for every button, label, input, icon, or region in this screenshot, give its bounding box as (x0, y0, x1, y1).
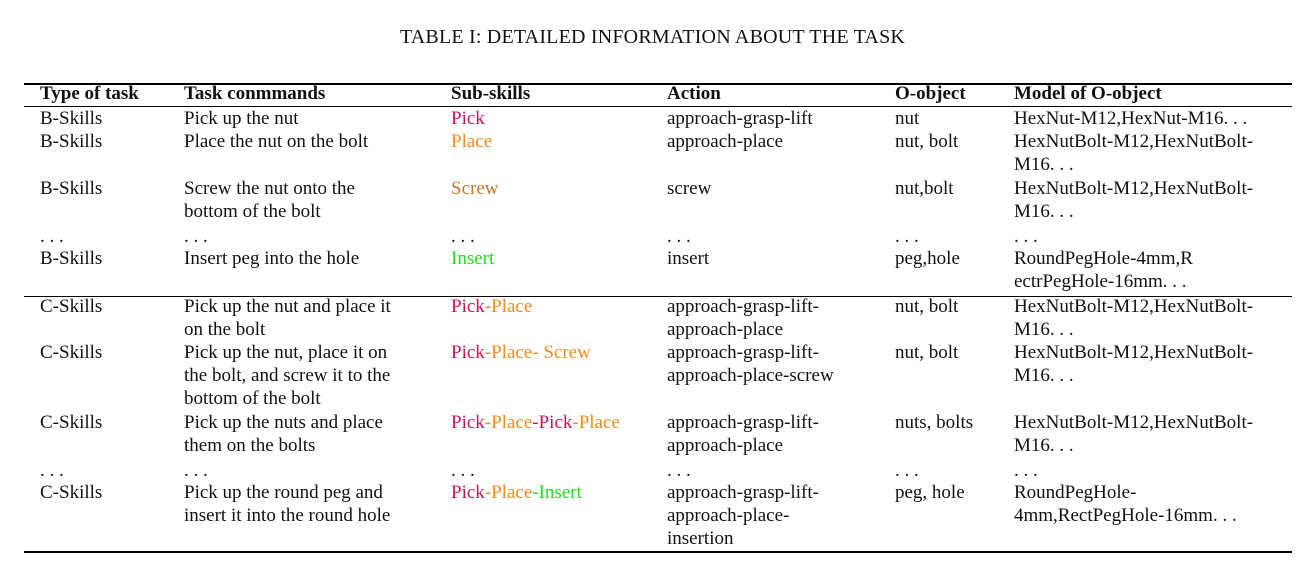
cell-action: insert (667, 248, 710, 269)
cell-model: HexNutBolt-M12,HexNutBolt- M16. . . (1014, 412, 1254, 456)
header-type-of-task: Type of task (40, 83, 139, 104)
subskill-segment: - (532, 412, 539, 433)
cell-type: . . . (40, 226, 64, 247)
cell-type: C-Skills (40, 412, 103, 433)
cell-command: . . . (184, 226, 208, 247)
cell-object: nuts, bolts (895, 412, 974, 433)
subskill-segment: - (532, 482, 539, 503)
cell-object: nut, bolt (895, 296, 959, 317)
cell-model: HexNutBolt-M12,HexNutBolt- M16. . . (1014, 131, 1254, 175)
header-o-object: O-object (895, 83, 966, 104)
subskill-segment: Pick (538, 412, 573, 433)
cell-subskills: Pick-Place-Insert (451, 481, 661, 504)
cell-command: Insert peg into the hole (184, 248, 360, 269)
cell-subskills: Place (451, 130, 661, 153)
cell-action: screw (667, 178, 712, 199)
subskill-segment: - (572, 412, 579, 433)
cell-subskills: Screw (451, 177, 661, 200)
cell-action: . . . (667, 226, 691, 247)
cell-command: Pick up the nuts and place them on the b… (184, 412, 383, 456)
cell-subskills: Pick-Place-Pick-Place (451, 411, 661, 434)
cell-model: HexNutBolt-M12,HexNutBolt- M16. . . (1014, 296, 1254, 340)
cell-type: C-Skills (40, 482, 103, 503)
subskill-segment: - (484, 412, 492, 433)
cell-command: Pick up the round peg and insert it into… (184, 482, 391, 526)
subskill-segment: . . . (451, 460, 475, 481)
cell-command: Pick up the nut (184, 108, 299, 129)
table-top-rule (24, 83, 1292, 85)
cell-type: C-Skills (40, 296, 103, 317)
subskill-segment: Pick (451, 412, 485, 433)
header-task-commands: Task conmmands (184, 83, 326, 104)
cell-model: RoundPegHole-4mm,R ectrPegHole-16mm. . . (1014, 248, 1193, 292)
header-action: Action (667, 83, 721, 104)
subskill-segment: . . . (451, 226, 475, 247)
cell-subskills: . . . (451, 225, 661, 248)
subskill-segment: Screw (543, 342, 591, 363)
subskill-segment: Place (451, 131, 493, 152)
subskill-segment: Pick (451, 342, 485, 363)
subskill-segment: Insert (538, 482, 582, 503)
cell-model: HexNutBolt-M12,HexNutBolt- M16. . . (1014, 342, 1254, 386)
cell-object: peg, hole (895, 482, 965, 503)
cell-command: . . . (184, 460, 208, 481)
cell-subskills: Pick (451, 107, 661, 130)
subskill-segment: Insert (451, 248, 495, 269)
cell-object: peg,hole (895, 248, 960, 269)
header-sub-skills: Sub-skills (451, 83, 531, 104)
cell-subskills: Pick-Place (451, 295, 661, 318)
header-model-of-o-object: Model of O-object (1014, 83, 1162, 104)
cell-model: . . . (1014, 226, 1038, 247)
subskill-segment: Place (491, 342, 533, 363)
cell-command: Pick up the nut and place it on the bolt (184, 296, 391, 340)
subskill-segment: Place (491, 296, 533, 317)
cell-model: RoundPegHole- 4mm,RectPegHole-16mm. . . (1014, 482, 1237, 526)
subskill-segment: Place (491, 482, 533, 503)
cell-action: approach-grasp-lift- approach-place (667, 296, 819, 340)
cell-action: approach-grasp-lift- approach-place (667, 412, 819, 456)
cell-object: nut, bolt (895, 131, 959, 152)
cell-object: nut (895, 108, 920, 129)
table-bottom-rule (24, 551, 1292, 553)
cell-subskills: . . . (451, 459, 661, 482)
cell-type: B-Skills (40, 178, 103, 199)
cell-command: Pick up the nut, place it on the bolt, a… (184, 342, 391, 409)
cell-action: approach-grasp-lift- approach-place-scre… (667, 342, 834, 386)
cell-subskills: Pick-Place- Screw (451, 341, 661, 364)
cell-type: . . . (40, 460, 64, 481)
subskill-segment: - (484, 482, 492, 503)
header-rule (24, 106, 1292, 107)
subskill-segment: - (484, 342, 492, 363)
subskill-segment: - (532, 342, 544, 363)
cell-subskills: Insert (451, 247, 661, 270)
cell-type: B-Skills (40, 248, 103, 269)
cell-object: . . . (895, 460, 919, 481)
subskill-segment: Pick (451, 482, 485, 503)
cell-action: . . . (667, 460, 691, 481)
cell-action: approach-grasp-lift- approach-place- ins… (667, 482, 819, 549)
cell-type: B-Skills (40, 108, 103, 129)
cell-type: B-Skills (40, 131, 103, 152)
cell-action: approach-place (667, 131, 784, 152)
cell-object: nut, bolt (895, 342, 959, 363)
subskill-segment: Pick (451, 296, 485, 317)
table-caption: TABLE I: DETAILED INFORMATION ABOUT THE … (399, 26, 906, 48)
cell-command: Place the nut on the bolt (184, 131, 369, 152)
cell-model: . . . (1014, 460, 1038, 481)
cell-model: HexNut-M12,HexNut-M16. . . (1014, 108, 1248, 129)
cell-action: approach-grasp-lift (667, 108, 813, 129)
subskill-segment: Place (491, 412, 533, 433)
subskill-segment: Screw (451, 178, 499, 199)
subskill-segment: Pick (451, 108, 485, 129)
cell-model: HexNutBolt-M12,HexNutBolt- M16. . . (1014, 178, 1254, 222)
group-separator-rule (24, 296, 1292, 297)
subskill-segment: Place (578, 412, 620, 433)
subskill-segment: - (484, 296, 492, 317)
cell-object: . . . (895, 226, 919, 247)
cell-command: Screw the nut onto the bottom of the bol… (184, 178, 355, 222)
cell-object: nut,bolt (895, 178, 954, 199)
cell-type: C-Skills (40, 342, 103, 363)
